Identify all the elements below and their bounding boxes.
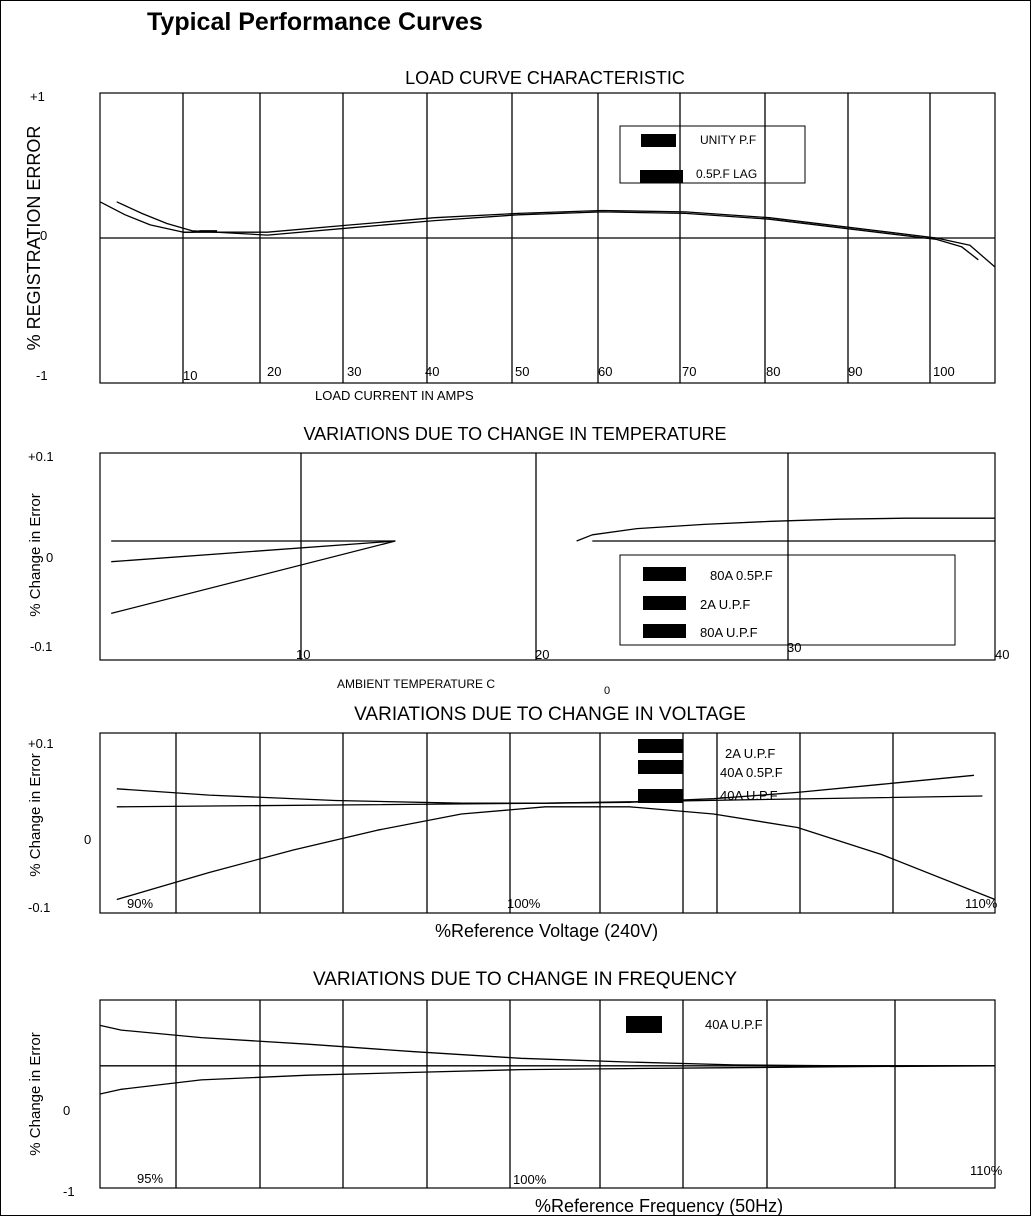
y-tick-label: 0 — [40, 228, 47, 243]
legend-label: 0.5P.F LAG — [696, 167, 757, 181]
x-tick-label: 110% — [970, 1163, 1003, 1178]
series-line — [116, 774, 975, 804]
x-tick-label: 90% — [127, 896, 153, 911]
legend-label: 80A U.P.F — [700, 625, 758, 640]
y-tick-label: 0 — [84, 832, 91, 847]
x-tick-label: 80 — [766, 364, 780, 379]
x-tick-label: 60 — [598, 364, 612, 379]
y-tick-label: 0 — [63, 1103, 70, 1118]
legend-box — [619, 125, 806, 184]
legend-swatch — [626, 1016, 662, 1033]
x-tick-label: 40 — [425, 364, 439, 379]
y-tick-label: -0.1 — [28, 900, 50, 915]
series-line — [116, 795, 983, 808]
y-tick-label: 0 — [46, 550, 53, 565]
x-tick-label: 10 — [296, 647, 310, 662]
legend-swatch — [643, 596, 686, 610]
series-line — [111, 540, 396, 615]
y-axis-label: % REGISTRATION ERROR — [24, 126, 44, 351]
series-line — [576, 517, 995, 542]
y-tick-label: -1 — [63, 1184, 75, 1199]
x-axis-label: LOAD CURRENT IN AMPS — [315, 388, 474, 403]
y-axis-label: % Change in Error — [27, 1032, 44, 1155]
y-tick-label: -0.1 — [30, 639, 52, 654]
legend-label: 40A U.P.F — [705, 1017, 763, 1032]
chart-panel-4: VARIATIONS DUE TO CHANGE IN FREQUENCY %Re… — [27, 969, 1003, 1216]
series-line — [183, 230, 218, 233]
x-axis-label-superscript: 0 — [604, 685, 610, 697]
chart-panel-2: VARIATIONS DUE TO CHANGE IN TEMPERATURE A… — [27, 424, 1009, 697]
legend-swatch — [638, 789, 683, 803]
x-tick-label: 95% — [137, 1171, 163, 1186]
x-tick-label: 70 — [682, 364, 696, 379]
x-tick-label: 30 — [347, 364, 361, 379]
legend-swatch — [638, 760, 683, 774]
x-axis-label: %Reference Frequency (50Hz) — [535, 1196, 783, 1216]
plot-area — [99, 452, 996, 661]
x-tick-label: 50 — [515, 364, 529, 379]
x-tick-label: 90 — [848, 364, 862, 379]
series-line — [99, 1024, 995, 1067]
page-title: Typical Performance Curves — [147, 8, 483, 36]
series-line — [116, 201, 979, 261]
series-line — [99, 201, 996, 268]
series-line — [116, 806, 996, 901]
y-tick-label: +0.1 — [28, 449, 54, 464]
x-tick-label: 40 — [995, 647, 1009, 662]
legend-label: 80A 0.5P.F — [710, 568, 773, 583]
x-axis-label: AMBIENT TEMPERATURE C — [337, 677, 495, 691]
y-tick-label: -1 — [36, 368, 48, 383]
x-tick-label: 110% — [965, 896, 998, 911]
x-axis-label: %Reference Voltage (240V) — [435, 921, 658, 941]
plot-area — [99, 999, 996, 1189]
legend-swatch — [641, 134, 676, 147]
x-tick-label: 100% — [513, 1172, 547, 1187]
y-axis-label: % Change in Error — [27, 753, 44, 876]
x-tick-label: 10 — [183, 368, 197, 383]
legend-box — [619, 554, 956, 646]
legend-swatch — [643, 567, 686, 581]
chart-panel-3: VARIATIONS DUE TO CHANGE IN VOLTAGE %Refe… — [27, 704, 998, 941]
x-tick-label: 20 — [535, 647, 549, 662]
y-axis-label: % Change in Error — [27, 493, 44, 616]
legend-label: 40A U.P.F — [720, 788, 778, 803]
legend-swatch — [640, 170, 683, 183]
chart-title: LOAD CURVE CHARACTERISTIC — [405, 68, 685, 88]
legend-label: 40A 0.5P.F — [720, 765, 783, 780]
y-tick-label: +1 — [30, 89, 45, 104]
series-line — [99, 1065, 996, 1095]
chart-title: VARIATIONS DUE TO CHANGE IN VOLTAGE — [354, 704, 746, 725]
x-tick-label: 30 — [787, 640, 801, 655]
chart-title: VARIATIONS DUE TO CHANGE IN FREQUENCY — [313, 969, 737, 990]
chart-panel-1: LOAD CURVE CHARACTERISTIC LOAD CURRENT IN… — [24, 68, 996, 403]
x-tick-label: 100% — [507, 896, 541, 911]
x-tick-label: 100 — [933, 364, 955, 379]
plot-area — [99, 732, 996, 914]
legend-label: 2A U.P.F — [725, 746, 775, 761]
chart-title: VARIATIONS DUE TO CHANGE IN TEMPERATURE — [303, 424, 726, 444]
legend-swatch — [638, 739, 683, 753]
y-tick-label: +0.1 — [28, 736, 54, 751]
series-line — [111, 540, 396, 563]
legend-label: UNITY P.F — [700, 133, 756, 147]
x-tick-label: 20 — [267, 364, 281, 379]
legend-swatch — [643, 624, 686, 638]
legend-label: 2A U.P.F — [700, 597, 750, 612]
